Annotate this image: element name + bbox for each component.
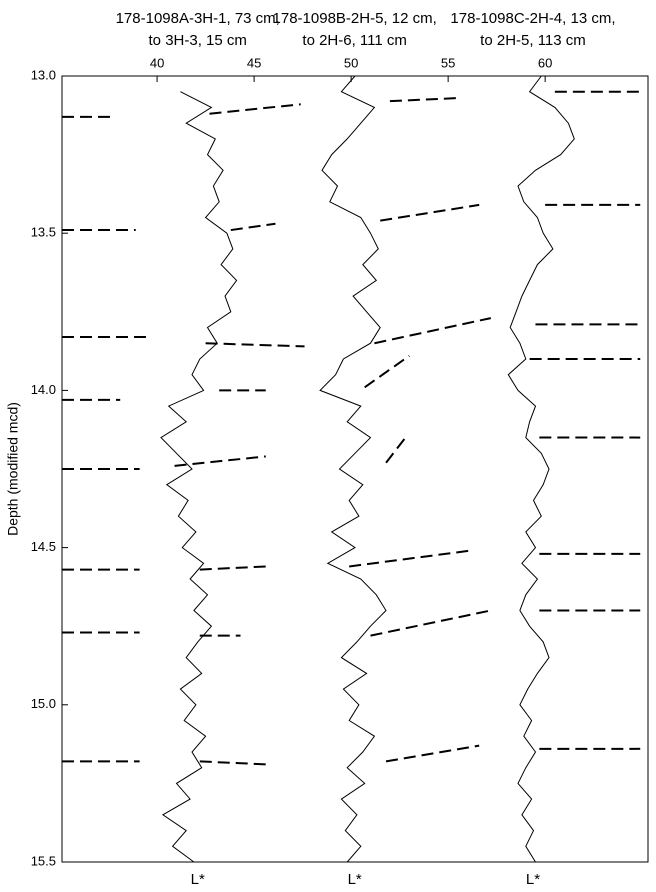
x-tick-label: 60 <box>538 55 552 70</box>
tie-line <box>199 760 270 766</box>
y-tick-label: 15.5 <box>31 853 56 868</box>
log-line <box>160 91 238 863</box>
track-header: 178-1098B-2H-5, 12 cm, <box>273 10 437 27</box>
track-header: to 2H-5, 113 cm <box>480 32 586 49</box>
x-tick-label: 55 <box>441 55 455 70</box>
y-tick-label: 13.0 <box>31 67 56 82</box>
tie-line <box>385 744 480 763</box>
x-axis-label: L* <box>526 871 540 888</box>
x-tick-label: 50 <box>344 55 358 70</box>
plot-frame <box>61 75 649 863</box>
tie-line <box>389 97 460 103</box>
y-axis-label: Depth (modified mcd) <box>5 402 21 536</box>
tie-line <box>349 549 470 568</box>
y-tick-label: 15.0 <box>31 696 56 711</box>
track-header: 178-1098C-2H-4, 13 cm, <box>450 10 615 27</box>
tie-line <box>370 609 492 637</box>
tie-line <box>209 103 301 115</box>
y-tick-label: 13.5 <box>31 225 56 240</box>
y-tick-label: 14.0 <box>31 382 56 397</box>
tie-line <box>199 565 266 571</box>
x-tick-label: 40 <box>150 55 164 70</box>
y-tick-label: 14.5 <box>31 539 56 554</box>
tie-line <box>230 222 276 232</box>
log-line <box>507 75 575 863</box>
track-header: to 2H-6, 111 cm <box>302 32 407 49</box>
x-tick-label: 45 <box>247 55 261 70</box>
log-line <box>319 75 387 863</box>
tie-line <box>174 455 266 467</box>
tie-line <box>380 203 480 222</box>
track-header: 178-1098A-3H-1, 73 cm, <box>116 10 280 27</box>
x-axis-label: L* <box>348 871 362 888</box>
tie-line <box>205 342 305 348</box>
x-axis-label: L* <box>191 871 205 888</box>
tie-line <box>385 436 407 464</box>
tie-line <box>374 317 492 345</box>
track-header: to 3H-3, 15 cm <box>149 32 247 49</box>
tie-line <box>364 354 410 389</box>
